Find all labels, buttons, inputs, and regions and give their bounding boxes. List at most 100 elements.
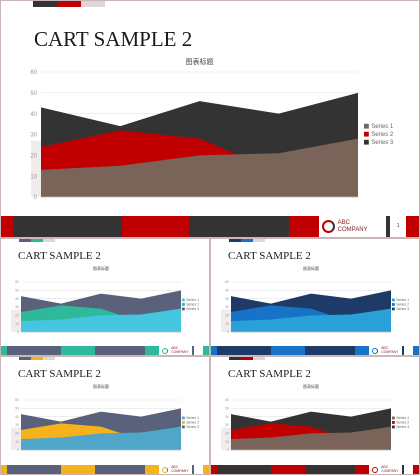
company-logo: ABC COMPANY [318, 216, 389, 237]
footer-segment [406, 216, 419, 237]
logo-line-2: COMPANY [381, 349, 399, 354]
footer-segment [61, 346, 95, 355]
deco-bar-dark [19, 239, 31, 242]
footer-segment [94, 465, 145, 474]
footer-segment [412, 346, 419, 355]
legend-label: Series 1 [371, 124, 394, 130]
footer-segment [1, 216, 14, 237]
deco-bar-dark [229, 239, 241, 242]
y-tick-label: 0 [227, 448, 229, 452]
area-series-1 [231, 308, 391, 332]
slide-thumbnail-4[interactable]: CART SAMPLE 2 0 10 20 30 40 50 60 图表标题 Series 1 Se… [0, 356, 210, 475]
deco-bar-light [81, 1, 105, 7]
legend-swatch [392, 421, 395, 424]
slide-thumbnail-2[interactable]: CART SAMPLE 2 0 10 20 30 40 50 60 图表标题 Series 1 Se… [0, 238, 210, 356]
footer-segment [211, 465, 218, 474]
footer-band: ABC COMPANY 1 [1, 216, 419, 237]
slide-title: CART SAMPLE 2 [228, 250, 311, 262]
slide-main[interactable]: CART SAMPLE 2 0 10 20 30 40 50 60 图表标题 Series 1 Se… [0, 0, 420, 238]
logo-ring-icon [372, 347, 379, 354]
y-tick-label: 10 [15, 440, 19, 444]
slide-title: CART SAMPLE 2 [228, 368, 311, 380]
logo-line-2: COMPANY [337, 226, 368, 233]
legend-label: Series 1 [396, 416, 409, 420]
y-tick-label: 30 [225, 305, 229, 309]
footer-band: ABC COMPANY [211, 346, 419, 355]
deco-bar-dark [33, 1, 57, 7]
footer-segment [61, 465, 95, 474]
chart-title: 图表标题 [93, 383, 109, 389]
footer-segment [304, 346, 355, 355]
y-tick-label: 10 [225, 322, 229, 326]
page-number: 1 [389, 216, 407, 237]
slide-title: CART SAMPLE 2 [34, 27, 193, 51]
logo-line-1: ABC [381, 345, 389, 350]
legend-swatch [182, 307, 185, 311]
y-tick-label: 50 [15, 289, 19, 293]
y-tick-label: 50 [225, 289, 229, 293]
slide-title: CART SAMPLE 2 [18, 368, 101, 380]
logo-line-2: COMPANY [171, 468, 189, 473]
footer-segment [271, 346, 305, 355]
y-tick-label: 40 [225, 415, 229, 419]
company-logo: ABC COMPANY [369, 345, 406, 355]
y-tick-label: 50 [30, 91, 37, 97]
chart-title: 图表标题 [303, 265, 319, 271]
logo-ring-icon [162, 466, 169, 473]
area-series-1 [21, 308, 181, 332]
area-series-1 [41, 138, 358, 197]
slide-title: CART SAMPLE 2 [18, 250, 101, 262]
legend-swatch [182, 421, 185, 424]
logo-line-1: ABC [171, 345, 179, 350]
deco-bar-accent [31, 357, 43, 360]
y-tick-label: 30 [15, 423, 19, 427]
legend-swatch [182, 425, 185, 429]
footer-segment [271, 465, 305, 474]
legend-swatch [182, 416, 185, 420]
chart-title: 图表标题 [93, 265, 109, 271]
legend-label: Series 2 [371, 132, 394, 138]
legend-swatch [364, 139, 369, 145]
footer-segment [192, 346, 195, 355]
y-tick-label: 0 [34, 195, 38, 201]
deco-bar-accent [241, 239, 253, 242]
deco-bar-accent [57, 1, 81, 7]
company-logo: ABC COMPANY [159, 465, 196, 474]
footer-segment [192, 465, 195, 474]
legend-swatch [392, 298, 395, 302]
deco-bar-light [253, 357, 265, 360]
y-tick-label: 20 [30, 153, 37, 159]
slide-thumbnail-5[interactable]: CART SAMPLE 2 0 10 20 30 40 50 60 图表标题 Series 1 Se… [210, 356, 420, 475]
footer-segment [202, 465, 209, 474]
y-tick-label: 10 [30, 174, 37, 180]
chart-title: 图表标题 [186, 57, 214, 66]
logo-ring-icon [321, 220, 335, 233]
y-tick-label: 60 [15, 398, 19, 402]
legend-label: Series 3 [186, 307, 199, 311]
slide-thumbnail-3[interactable]: CART SAMPLE 2 0 10 20 30 40 50 60 图表标题 Series 1 Se… [210, 238, 420, 356]
deco-bar-dark [229, 357, 241, 360]
footer-segment [354, 346, 370, 355]
legend-label: Series 1 [396, 298, 409, 302]
logo-line-2: COMPANY [171, 349, 189, 354]
legend-label: Series 1 [186, 298, 199, 302]
footer-segment [211, 346, 218, 355]
deco-bar-light [253, 239, 265, 242]
footer-segment [217, 465, 272, 474]
footer-segment [13, 216, 123, 237]
legend-label: Series 3 [396, 425, 409, 429]
y-tick-label: 60 [15, 280, 19, 284]
deco-bar-light [43, 239, 55, 242]
footer-segment [217, 346, 272, 355]
legend-swatch [182, 298, 185, 302]
y-tick-label: 60 [225, 280, 229, 284]
logo-line-1: ABC [337, 220, 351, 227]
legend-swatch [392, 303, 395, 306]
deco-bar-light [43, 357, 55, 360]
logo-ring-icon [372, 466, 379, 473]
legend-swatch [182, 303, 185, 306]
